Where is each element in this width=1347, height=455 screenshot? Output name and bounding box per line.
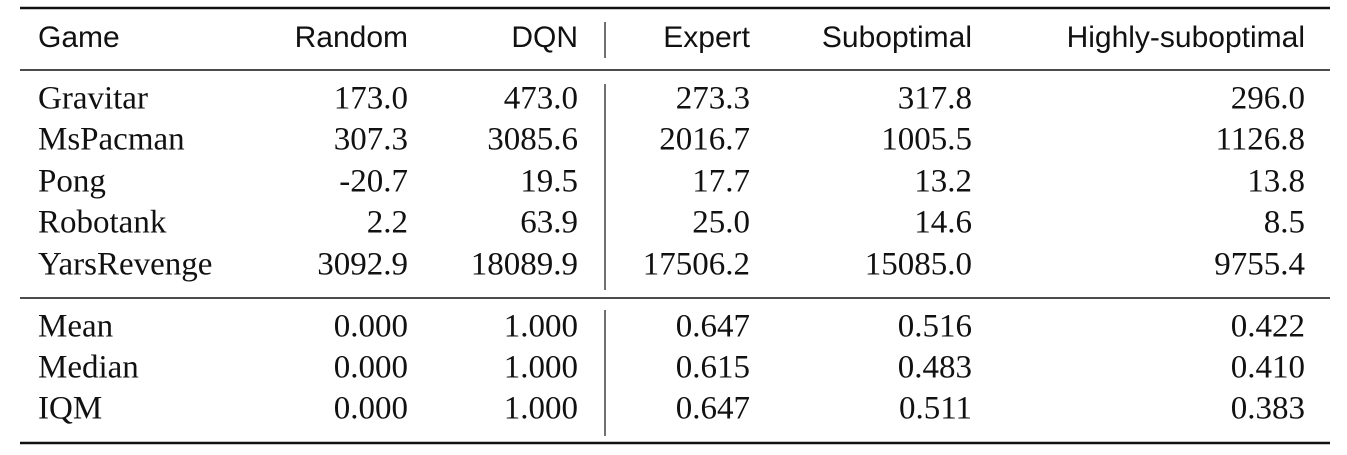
- cell-value: 13.2: [914, 164, 972, 200]
- cell-value: 63.9: [520, 205, 578, 241]
- cell-value: 1126.8: [1215, 122, 1305, 158]
- row-label: Pong: [38, 164, 106, 200]
- cell-value: 14.6: [914, 205, 972, 241]
- row-label: Median: [38, 350, 139, 386]
- cell-value: 1005.5: [881, 122, 972, 158]
- row-label: IQM: [38, 391, 102, 427]
- column-header: Suboptimal: [822, 21, 972, 54]
- cell-value: 317.8: [898, 81, 972, 117]
- cell-value: 0.516: [898, 309, 972, 345]
- column-header: Highly-suboptimal: [1067, 21, 1305, 54]
- row-label: Mean: [38, 309, 113, 345]
- cell-value: 0.383: [1231, 391, 1305, 427]
- cell-value: 0.647: [676, 309, 750, 345]
- cell-value: 1.000: [504, 350, 578, 386]
- cell-value: 173.0: [334, 81, 408, 117]
- cell-value: 0.000: [334, 391, 408, 427]
- cell-value: 2.2: [367, 205, 408, 241]
- cell-value: 0.511: [899, 391, 972, 427]
- cell-value: 3092.9: [317, 247, 408, 283]
- cell-value: 13.8: [1247, 164, 1305, 200]
- cell-value: 473.0: [504, 81, 578, 117]
- cell-value: 0.000: [334, 350, 408, 386]
- column-header: DQN: [511, 21, 578, 54]
- cell-value: 18089.9: [471, 247, 578, 283]
- row-label: Robotank: [38, 205, 167, 241]
- column-header: Expert: [663, 21, 750, 54]
- row-label: Gravitar: [38, 81, 148, 117]
- cell-value: 25.0: [692, 205, 750, 241]
- cell-value: 1.000: [504, 391, 578, 427]
- cell-value: 17.7: [692, 164, 750, 200]
- cell-value: 0.615: [676, 350, 750, 386]
- cell-value: 0.410: [1231, 350, 1305, 386]
- cell-value: 0.483: [898, 350, 972, 386]
- cell-value: 296.0: [1231, 81, 1305, 117]
- row-label: YarsRevenge: [38, 247, 212, 283]
- cell-value: 0.647: [676, 391, 750, 427]
- column-header: Game: [38, 21, 120, 54]
- cell-value: 1.000: [504, 309, 578, 345]
- cell-value: 15085.0: [865, 247, 972, 283]
- cell-value: 0.000: [334, 309, 408, 345]
- column-header: Random: [295, 21, 408, 54]
- cell-value: 0.422: [1231, 309, 1305, 345]
- cell-value: 307.3: [334, 122, 408, 158]
- cell-value: 17506.2: [643, 247, 750, 283]
- cell-value: 19.5: [520, 164, 578, 200]
- cell-value: -20.7: [339, 164, 408, 200]
- cell-value: 273.3: [676, 81, 750, 117]
- row-label: MsPacman: [38, 122, 185, 158]
- cell-value: 2016.7: [659, 122, 750, 158]
- cell-value: 9755.4: [1214, 247, 1305, 283]
- cell-value: 8.5: [1264, 205, 1305, 241]
- cell-value: 3085.6: [487, 122, 578, 158]
